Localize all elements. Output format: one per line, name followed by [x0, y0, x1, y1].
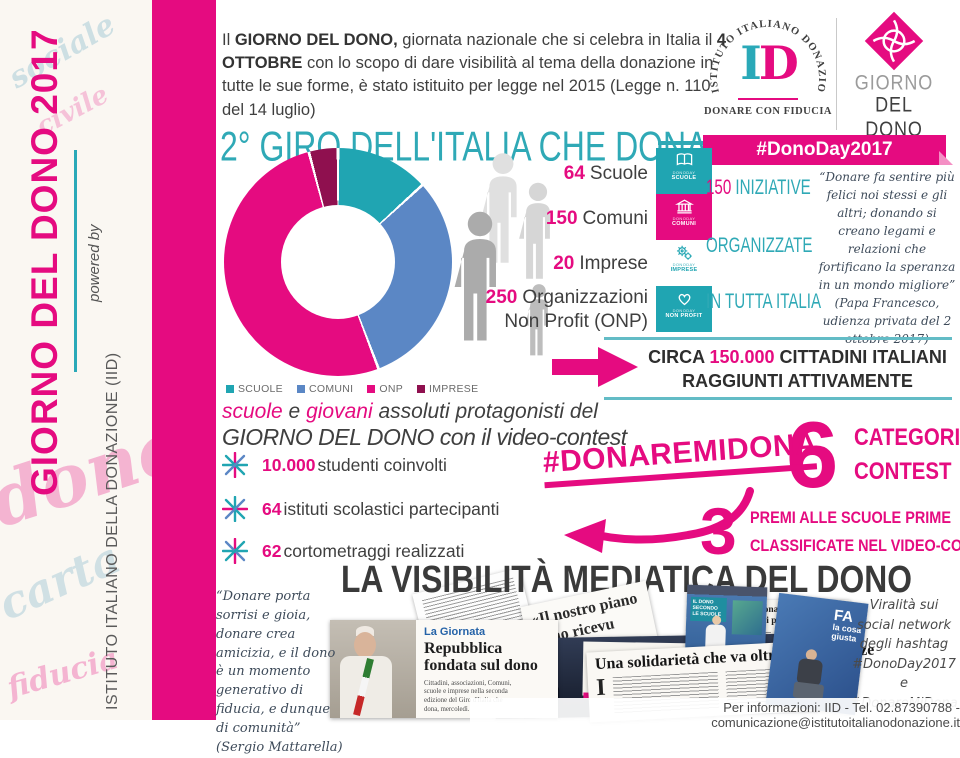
sidebar-accent-bar	[152, 0, 216, 720]
prizes-number: 3	[700, 494, 737, 568]
clipping-kicker: La Giornata	[424, 626, 486, 638]
news-clipping-la-giornata: La Giornata Repubblica fondata sul dono …	[330, 620, 558, 718]
initiatives-line2: ORGANIZZATE	[706, 234, 813, 257]
quote-text: “Donare fa sentire più felici noi stessi…	[818, 170, 956, 292]
clipping-headline: Repubblica fondata sul dono	[424, 640, 538, 674]
asterisk-icon	[222, 496, 248, 522]
donut-hole	[281, 205, 395, 319]
badge-brand: DONODAY	[672, 262, 696, 267]
reach-line2: RAGGIUNTI ATTIVAMENTE	[682, 371, 913, 392]
legend-swatch	[296, 385, 305, 393]
sidebar: sociale civile dono carta fiducia GIORNO…	[0, 0, 152, 720]
badge-label: COMUNI	[671, 221, 697, 227]
legend-item: COMUNI	[296, 383, 354, 395]
mayor-photo	[330, 620, 416, 718]
knot-diamond-icon	[864, 11, 924, 71]
asterisk-icon	[222, 538, 248, 564]
divider-line	[604, 397, 952, 400]
legend-swatch	[226, 385, 234, 393]
legend-label: IMPRESE	[429, 383, 479, 395]
quote-papa-francesco: “Donare fa sentire più felici noi stessi…	[818, 168, 956, 348]
donoday-badge-strip: DONODAY SCUOLE DONODAY COMUNI DONODAY IM…	[656, 148, 712, 332]
watermark-word: dono	[0, 401, 152, 544]
badge-comuni: DONODAY COMUNI	[656, 194, 712, 240]
quote-text: “Donare porta sorrisi e gioia, donare cr…	[216, 589, 336, 736]
studio-screen	[731, 600, 763, 636]
stat-onp: 250 Organizzazioni Non Profit (ONP)	[485, 287, 648, 332]
donoday-hashtag-ribbon: #DonoDay2017	[703, 135, 953, 165]
legend-item: IMPRESE	[417, 383, 478, 395]
logo-separator	[836, 18, 837, 130]
initiatives-line3: IN TUTTA ITALIA	[706, 290, 822, 313]
intro-paragraph: Il GIORNO DEL DONO, giornata nazionale c…	[222, 30, 727, 119]
bullet-istituti: 64 istituti scolastici partecipanti	[222, 496, 499, 522]
badge-brand: DONODAY	[672, 308, 696, 313]
right-arrow-icon	[552, 347, 638, 387]
presenter-figure	[712, 615, 722, 625]
legend-swatch	[367, 385, 376, 393]
clipping-body: Cittadini, associazioni, Comuni, scuole …	[424, 679, 512, 714]
badge-brand: DONODAY	[672, 216, 696, 221]
powered-by-label: powered by	[86, 224, 103, 302]
stat-imprese: 20 Imprese	[553, 253, 648, 274]
iid-rule	[738, 98, 798, 100]
legend-label: COMUNI	[308, 383, 354, 395]
swoosh-arrow-icon	[564, 487, 754, 553]
bank-icon	[674, 199, 694, 214]
reach-banner: CIRCA 150.000 CITTADINI ITALIANI RAGGIUN…	[640, 345, 955, 394]
participants-donut-chart	[224, 148, 452, 376]
social-virality-note: Viralità sui social network degli hashta…	[850, 598, 957, 711]
stat-comuni: 150 Comuni	[545, 208, 648, 229]
bullet-studenti: 10.000 studenti coinvolti	[222, 452, 447, 478]
badge-label: NON PROFIT	[665, 313, 703, 319]
book-icon	[676, 153, 692, 166]
categories-number: 6	[786, 402, 839, 507]
legend-item: SCUOLE	[226, 383, 283, 395]
chart-legend: SCUOLE COMUNI ONP IMPRESE	[226, 383, 478, 395]
quote-attribution: (Sergio Mattarella)	[216, 739, 343, 755]
iid-monogram: ID	[740, 36, 798, 90]
categories-line2: CONTEST	[854, 458, 952, 485]
giorno-del-dono-logo: GIORNO DEL DONO	[842, 10, 946, 141]
divider-line	[604, 337, 952, 340]
categories-line1: CATEGORIE	[854, 424, 960, 451]
prizes-line1: PREMI ALLE SCUOLE PRIME	[750, 508, 951, 527]
prizes-line2: CLASSIFICATE NEL VIDEO-CONTEST	[750, 536, 960, 555]
legend-swatch	[417, 385, 426, 393]
badge-scuole: DONODAY SCUOLE	[656, 148, 712, 194]
iid-arc-text: ISTITUTO ITALIANO DONAZIONE	[699, 0, 826, 94]
sidebar-divider-line	[74, 150, 77, 372]
iid-tagline: DONARE CON FIDUCIA	[703, 106, 832, 117]
bullet-cortometraggi: 62 cortometraggi realizzati	[222, 538, 464, 564]
gears-icon	[676, 245, 692, 260]
initiatives-line1: 150 INIZIATIVE	[706, 176, 811, 199]
badge-label: IMPRESE	[670, 267, 698, 273]
video-contest-intro: scuole e giovani assoluti protagonisti d…	[222, 400, 627, 450]
title-dash	[658, 141, 713, 145]
heart-icon	[678, 293, 690, 306]
legend-item: ONP	[367, 383, 403, 395]
iid-logo: ISTITUTO ITALIANO DONAZIONE ID DONARE CO…	[699, 0, 833, 134]
stat-scuole: 64 Scuole	[563, 163, 648, 184]
badge-label: SCUOLE	[671, 175, 697, 181]
quote-mattarella: “Donare porta sorrisi e gioia, donare cr…	[216, 588, 344, 758]
tv-caption: IL DONO SECONDO LE SCUOLE	[690, 596, 727, 623]
gdd-wordmark-line1: GIORNO	[854, 71, 934, 95]
event-title-vertical: GIORNO DEL DONO 2017	[24, 28, 65, 496]
asterisk-icon	[222, 452, 248, 478]
badge-nonprofit: DONODAY NON PROFIT	[656, 286, 712, 332]
organization-name-vertical: ISTITUTO ITALIANO DELLA DONAZIONE (IID)	[104, 352, 121, 710]
legend-label: ONP	[379, 383, 404, 395]
badge-imprese: DONODAY IMPRESE	[656, 240, 712, 286]
legend-label: SCUOLE	[238, 383, 283, 395]
contact-footer: Per informazioni: IID - Tel. 02.87390788…	[470, 698, 960, 734]
badge-brand: DONODAY	[672, 170, 696, 175]
